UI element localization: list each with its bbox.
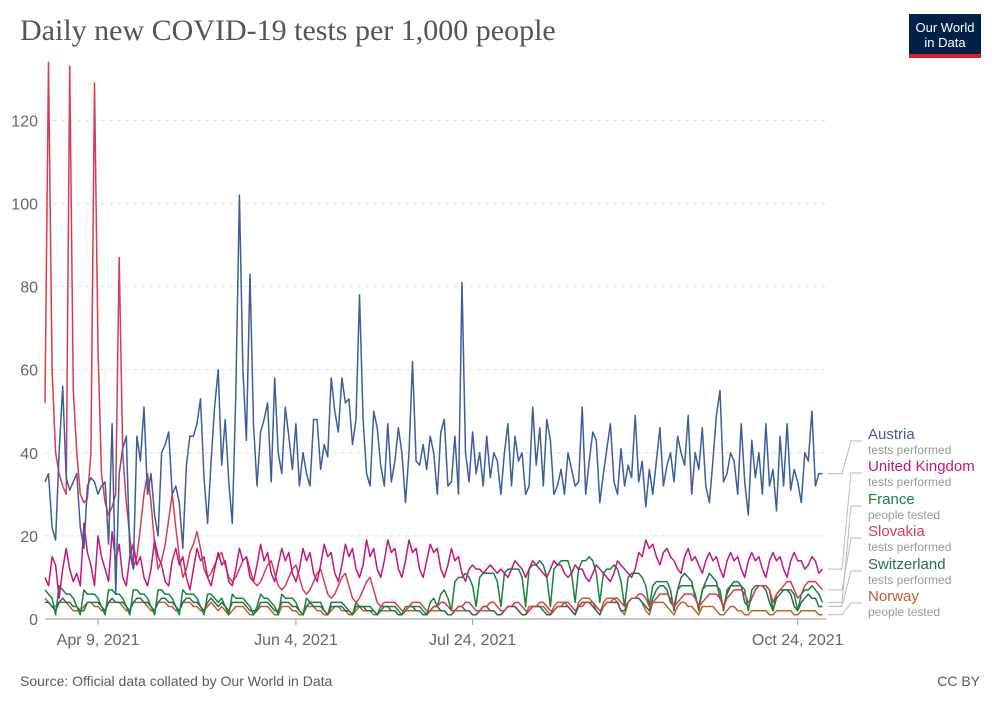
y-tick-label: 0 [29,612,38,629]
legend-connector [828,472,862,570]
legend-connector [828,602,862,616]
y-axis: 0 20 40 60 80 100 120 [11,113,826,629]
legend-connector [828,570,862,607]
logo-line-1: Our World [915,20,975,35]
series-line-norway[interactable] [44,597,823,616]
series-line-france[interactable] [44,555,824,616]
license-link[interactable]: CC BY [937,673,980,689]
legend-connector [828,505,862,603]
legend-sublabel: tests performed [868,475,951,489]
y-tick-label: 60 [20,363,38,380]
x-tick-label: Apr 9, 2021 [57,632,140,649]
y-tick-label: 120 [11,113,38,130]
legend-label[interactable]: Slovakia [868,523,925,540]
y-tick-label: 100 [11,196,38,213]
x-tick-label: Jul 24, 2021 [429,632,516,649]
source-note: Source: Official data collated by Our Wo… [20,673,333,689]
logo-line-2: in Data [924,35,966,50]
legend-label[interactable]: United Kingdom [868,458,975,475]
series-line-slovakia[interactable] [44,61,824,612]
x-axis: Apr 9, 2021 Jun 4, 2021 Jul 24, 2021 Oct 24… [57,619,844,649]
series-line-austria[interactable] [44,194,823,595]
legend-sublabel: people tested [868,605,940,619]
owid-logo[interactable]: Our World in Data [909,14,981,58]
x-tick-label: Oct 24, 2021 [752,632,844,649]
legend-label[interactable]: Austria [868,426,915,443]
legend-label[interactable]: France [868,491,915,508]
legend-sublabel: tests performed [868,573,951,587]
y-tick-label: 40 [20,446,38,463]
legend-sublabel: tests performed [868,443,951,457]
legend-connector [828,537,862,591]
legend-connector [828,440,862,475]
legend-label[interactable]: Switzerland [868,556,946,573]
legend-sublabel: tests performed [868,540,951,554]
chart-title: Daily new COVID-19 tests per 1,000 peopl… [20,14,556,47]
series-lines [44,61,824,616]
y-tick-label: 20 [20,529,38,546]
x-tick-label: Jun 4, 2021 [254,632,338,649]
legend-sublabel: people tested [868,508,940,522]
legend-label[interactable]: Norway [868,588,919,605]
y-tick-label: 80 [20,280,38,297]
series-line-switzerland[interactable] [45,572,823,616]
series-line-united-kingdom[interactable] [44,522,824,599]
grid-lines [45,119,826,537]
